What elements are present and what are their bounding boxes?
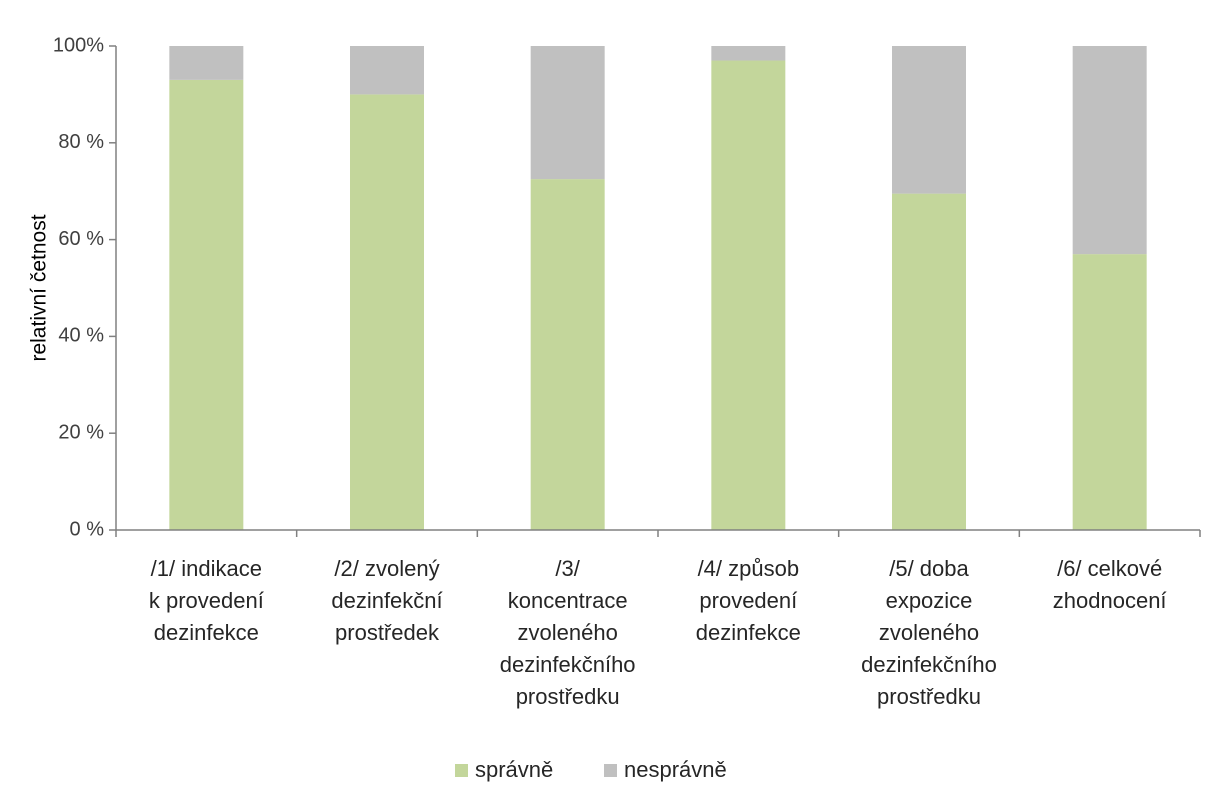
x-tick-label-5: /5/ doba expozice zvoleného dezinfekčního pr…: [861, 556, 997, 709]
y-tick-label: 0 %: [70, 518, 105, 540]
bar-nespravne-6: [1072, 46, 1147, 255]
bar-spravne-6: [1072, 254, 1147, 530]
bar-spravne-3: [530, 179, 605, 530]
legend-label-spravne: správně: [475, 757, 553, 782]
bar-nespravne-1: [169, 46, 244, 80]
bar-spravne-1: [169, 79, 244, 530]
legend-swatch-spravne: [455, 764, 468, 777]
x-axis: /1/ indikace k provedení dezinfekce/2/ zvo…: [115, 529, 1201, 709]
bar-spravne-4: [711, 60, 786, 531]
bar-spravne-2: [350, 94, 424, 531]
plot-area: [169, 46, 1147, 531]
bar-nespravne-5: [892, 46, 966, 194]
y-tick-label: 20 %: [58, 421, 104, 443]
y-tick-label: 80 %: [58, 131, 104, 153]
y-tick-label: 60 %: [58, 228, 104, 250]
x-tick-label-3: /3/koncentrace zvoleného dezinfekčního pros…: [500, 556, 636, 709]
legend-swatch-nespravne: [604, 764, 617, 777]
legend: správně nesprávně: [455, 757, 727, 782]
y-axis: 0 % 20 % 40 % 60 % 80 % 100%: [53, 34, 117, 540]
x-tick-label-6: /6/ celkové zhodnocení: [1053, 556, 1167, 613]
x-tick-label-2: /2/ zvolený dezinfekční prostředek: [331, 556, 442, 645]
bar-nespravne-2: [350, 46, 424, 95]
y-tick-label: 40 %: [58, 325, 104, 347]
x-tick-label-1: /1/ indikace k provedení dezinfekce: [149, 556, 264, 645]
bar-spravne-5: [892, 193, 966, 530]
x-tick-label-4: /4/ způsob provedení dezinfekce: [696, 556, 801, 645]
bar-nespravne-4: [711, 46, 786, 61]
bar-nespravne-3: [530, 46, 605, 180]
y-tick-label: 100%: [53, 34, 104, 56]
legend-label-nespravne: nesprávně: [624, 757, 727, 782]
y-axis-label: relativní četnost: [28, 214, 51, 361]
